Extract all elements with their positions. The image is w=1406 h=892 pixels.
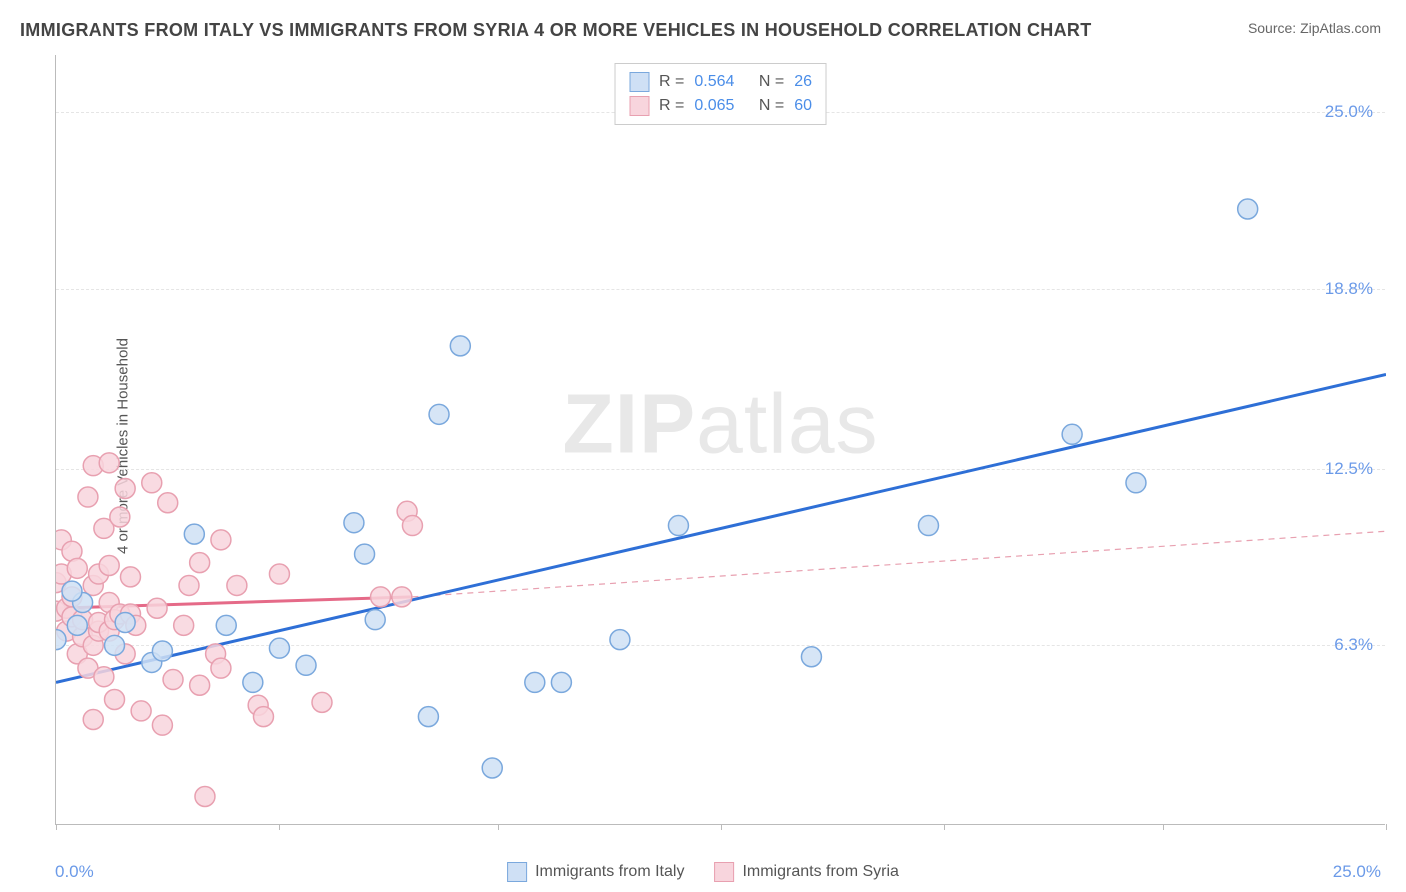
y-tick-label: 12.5% — [1325, 459, 1373, 479]
series-legend: Immigrants from Italy Immigrants from Sy… — [507, 862, 899, 882]
x-tick — [279, 824, 280, 830]
watermark: ZIPatlas — [562, 376, 878, 473]
legend-item-syria: Immigrants from Syria — [714, 862, 898, 882]
gridline — [56, 469, 1385, 470]
legend-item-italy: Immigrants from Italy — [507, 862, 684, 882]
x-axis-min-label: 0.0% — [55, 862, 94, 882]
gridline — [56, 289, 1385, 290]
legend-row-italy: R = 0.564 N = 26 — [629, 70, 812, 94]
x-tick — [56, 824, 57, 830]
x-tick — [1163, 824, 1164, 830]
source-label: Source: ZipAtlas.com — [1248, 20, 1381, 36]
swatch-icon — [714, 862, 734, 882]
legend-row-syria: R = 0.065 N = 60 — [629, 94, 812, 118]
x-axis-max-label: 25.0% — [1333, 862, 1381, 882]
swatch-icon — [629, 96, 649, 116]
x-tick — [721, 824, 722, 830]
correlation-legend: R = 0.564 N = 26 R = 0.065 N = 60 — [614, 63, 827, 125]
scatter-plot: ZIPatlas R = 0.564 N = 26 R = 0.065 N = … — [55, 55, 1385, 825]
gridline — [56, 645, 1385, 646]
swatch-icon — [629, 72, 649, 92]
y-tick-label: 6.3% — [1334, 635, 1373, 655]
y-tick-label: 18.8% — [1325, 279, 1373, 299]
chart-title: IMMIGRANTS FROM ITALY VS IMMIGRANTS FROM… — [20, 20, 1092, 41]
x-tick — [498, 824, 499, 830]
y-tick-label: 25.0% — [1325, 102, 1373, 122]
scatter-points — [56, 55, 1386, 825]
regression-lines — [56, 55, 1386, 825]
x-tick — [944, 824, 945, 830]
swatch-icon — [507, 862, 527, 882]
x-tick — [1386, 824, 1387, 830]
